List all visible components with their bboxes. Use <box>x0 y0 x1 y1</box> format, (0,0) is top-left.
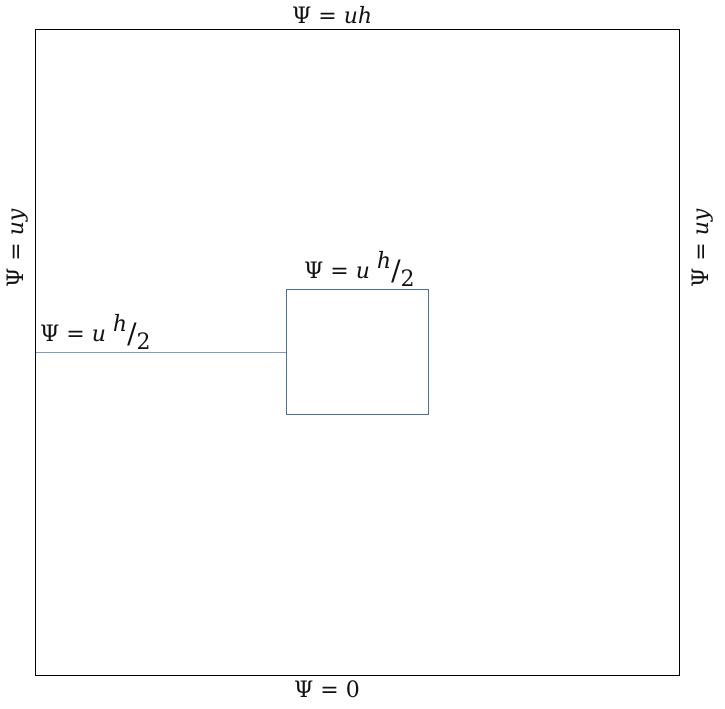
psi-symbol: Ψ <box>689 267 714 287</box>
psi-symbol: Ψ <box>40 322 60 347</box>
left-boundary-label: Ψ = uy <box>4 208 29 287</box>
top-boundary-label: Ψ = uh <box>292 4 373 29</box>
psi-symbol: Ψ <box>294 678 314 703</box>
bottom-boundary-label: Ψ = 0 <box>294 678 360 703</box>
top-boundary-value: uh <box>343 4 373 29</box>
psi-symbol: Ψ <box>4 267 29 287</box>
fraction-slash: / <box>391 254 401 287</box>
fraction-denominator: 2 <box>136 330 151 355</box>
right-boundary-value: uy <box>689 208 714 236</box>
block-boundary-label: Ψ = u h/2 <box>304 249 415 292</box>
left-boundary-value: uy <box>4 208 29 236</box>
block-boundary-coefficient: u <box>355 259 370 284</box>
bottom-boundary-value: 0 <box>345 678 360 703</box>
fraction-denominator: 2 <box>400 267 415 292</box>
inner-block <box>286 289 429 415</box>
centerline-label: Ψ = u h/2 <box>40 312 151 355</box>
outer-domain-boundary <box>35 29 680 676</box>
fraction-numerator: h <box>376 249 392 274</box>
fraction-numerator: h <box>112 312 128 337</box>
fraction-slash: / <box>127 317 137 350</box>
centerline-coefficient: u <box>91 322 106 347</box>
psi-symbol: Ψ <box>292 4 312 29</box>
right-boundary-label: Ψ = uy <box>689 208 714 287</box>
psi-symbol: Ψ <box>304 259 324 284</box>
